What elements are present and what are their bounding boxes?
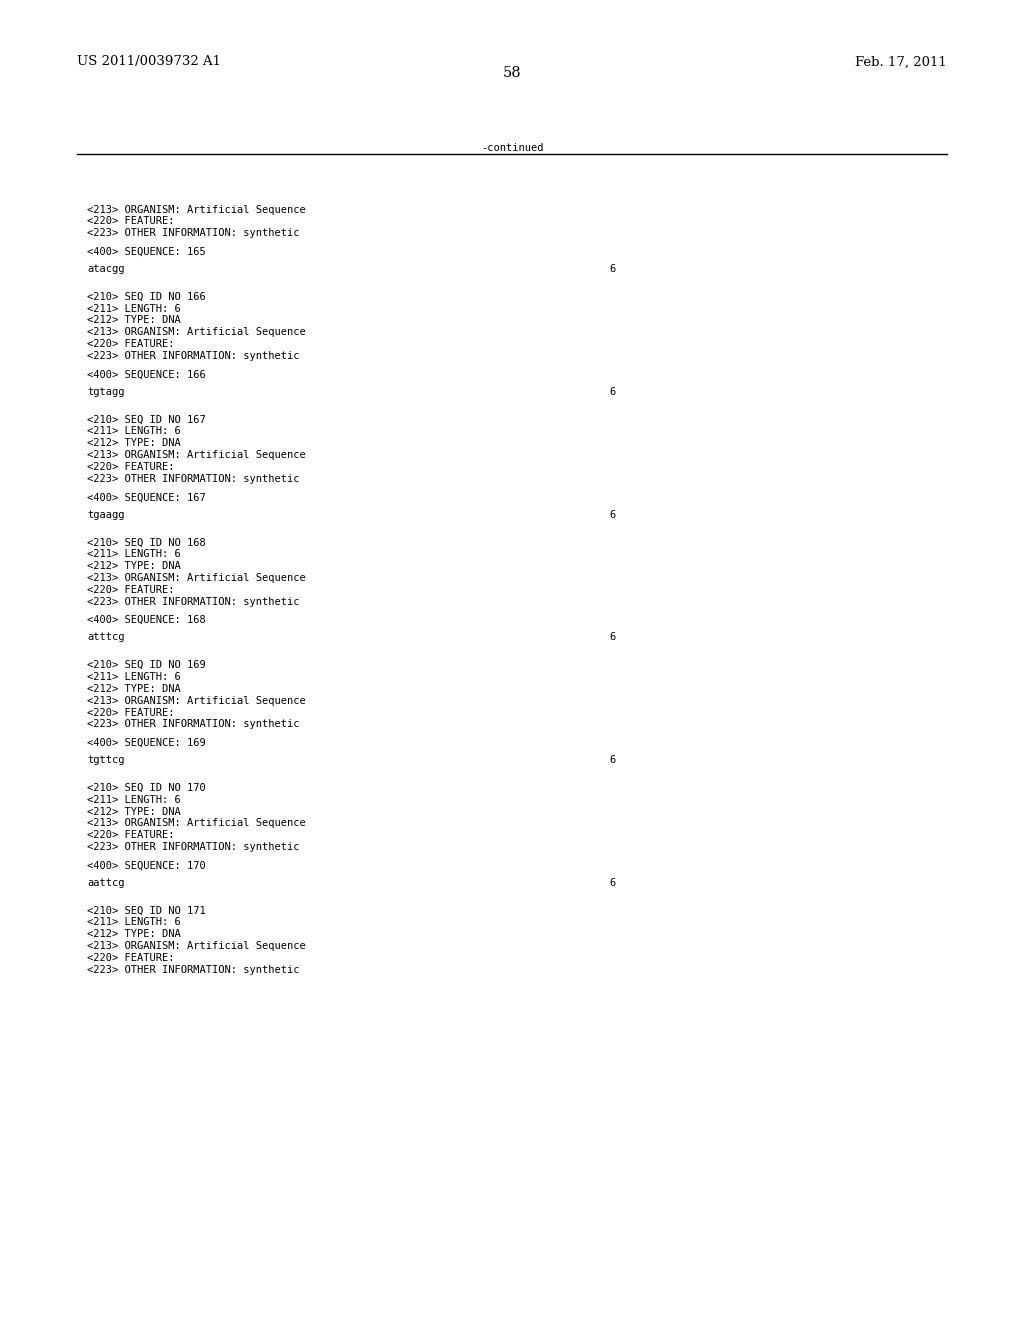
Text: 6: 6	[609, 264, 615, 275]
Text: <212> TYPE: DNA: <212> TYPE: DNA	[87, 929, 181, 940]
Text: <213> ORGANISM: Artificial Sequence: <213> ORGANISM: Artificial Sequence	[87, 818, 306, 829]
Text: tgaagg: tgaagg	[87, 510, 125, 520]
Text: <211> LENGTH: 6: <211> LENGTH: 6	[87, 549, 181, 560]
Text: <400> SEQUENCE: 168: <400> SEQUENCE: 168	[87, 615, 206, 626]
Text: 6: 6	[609, 755, 615, 766]
Text: <210> SEQ ID NO 167: <210> SEQ ID NO 167	[87, 414, 206, 425]
Text: US 2011/0039732 A1: US 2011/0039732 A1	[77, 55, 221, 69]
Text: <213> ORGANISM: Artificial Sequence: <213> ORGANISM: Artificial Sequence	[87, 573, 306, 583]
Text: <220> FEATURE:: <220> FEATURE:	[87, 830, 174, 841]
Text: <220> FEATURE:: <220> FEATURE:	[87, 216, 174, 227]
Text: tgttcg: tgttcg	[87, 755, 125, 766]
Text: atacgg: atacgg	[87, 264, 125, 275]
Text: <210> SEQ ID NO 168: <210> SEQ ID NO 168	[87, 537, 206, 548]
Text: <212> TYPE: DNA: <212> TYPE: DNA	[87, 561, 181, 572]
Text: <213> ORGANISM: Artificial Sequence: <213> ORGANISM: Artificial Sequence	[87, 941, 306, 952]
Text: <210> SEQ ID NO 169: <210> SEQ ID NO 169	[87, 660, 206, 671]
Text: <220> FEATURE:: <220> FEATURE:	[87, 953, 174, 964]
Text: 6: 6	[609, 510, 615, 520]
Text: 6: 6	[609, 878, 615, 888]
Text: <220> FEATURE:: <220> FEATURE:	[87, 585, 174, 595]
Text: <210> SEQ ID NO 171: <210> SEQ ID NO 171	[87, 906, 206, 916]
Text: <211> LENGTH: 6: <211> LENGTH: 6	[87, 917, 181, 928]
Text: <213> ORGANISM: Artificial Sequence: <213> ORGANISM: Artificial Sequence	[87, 450, 306, 461]
Text: 58: 58	[503, 66, 521, 81]
Text: <212> TYPE: DNA: <212> TYPE: DNA	[87, 684, 181, 694]
Text: <211> LENGTH: 6: <211> LENGTH: 6	[87, 672, 181, 682]
Text: <220> FEATURE:: <220> FEATURE:	[87, 462, 174, 473]
Text: -continued: -continued	[480, 143, 544, 153]
Text: <210> SEQ ID NO 170: <210> SEQ ID NO 170	[87, 783, 206, 793]
Text: <223> OTHER INFORMATION: synthetic: <223> OTHER INFORMATION: synthetic	[87, 474, 300, 484]
Text: <220> FEATURE:: <220> FEATURE:	[87, 339, 174, 350]
Text: <213> ORGANISM: Artificial Sequence: <213> ORGANISM: Artificial Sequence	[87, 205, 306, 215]
Text: <400> SEQUENCE: 166: <400> SEQUENCE: 166	[87, 370, 206, 380]
Text: <223> OTHER INFORMATION: synthetic: <223> OTHER INFORMATION: synthetic	[87, 228, 300, 239]
Text: <400> SEQUENCE: 169: <400> SEQUENCE: 169	[87, 738, 206, 748]
Text: tgtagg: tgtagg	[87, 387, 125, 397]
Text: <213> ORGANISM: Artificial Sequence: <213> ORGANISM: Artificial Sequence	[87, 696, 306, 706]
Text: <213> ORGANISM: Artificial Sequence: <213> ORGANISM: Artificial Sequence	[87, 327, 306, 338]
Text: 6: 6	[609, 632, 615, 643]
Text: Feb. 17, 2011: Feb. 17, 2011	[855, 55, 947, 69]
Text: <223> OTHER INFORMATION: synthetic: <223> OTHER INFORMATION: synthetic	[87, 719, 300, 730]
Text: aattcg: aattcg	[87, 878, 125, 888]
Text: <223> OTHER INFORMATION: synthetic: <223> OTHER INFORMATION: synthetic	[87, 597, 300, 607]
Text: <400> SEQUENCE: 167: <400> SEQUENCE: 167	[87, 492, 206, 503]
Text: <211> LENGTH: 6: <211> LENGTH: 6	[87, 426, 181, 437]
Text: <223> OTHER INFORMATION: synthetic: <223> OTHER INFORMATION: synthetic	[87, 965, 300, 975]
Text: <212> TYPE: DNA: <212> TYPE: DNA	[87, 315, 181, 326]
Text: <223> OTHER INFORMATION: synthetic: <223> OTHER INFORMATION: synthetic	[87, 842, 300, 853]
Text: 6: 6	[609, 387, 615, 397]
Text: atttcg: atttcg	[87, 632, 125, 643]
Text: <400> SEQUENCE: 165: <400> SEQUENCE: 165	[87, 247, 206, 257]
Text: <211> LENGTH: 6: <211> LENGTH: 6	[87, 795, 181, 805]
Text: <212> TYPE: DNA: <212> TYPE: DNA	[87, 807, 181, 817]
Text: <400> SEQUENCE: 170: <400> SEQUENCE: 170	[87, 861, 206, 871]
Text: <212> TYPE: DNA: <212> TYPE: DNA	[87, 438, 181, 449]
Text: <220> FEATURE:: <220> FEATURE:	[87, 708, 174, 718]
Text: <211> LENGTH: 6: <211> LENGTH: 6	[87, 304, 181, 314]
Text: <210> SEQ ID NO 166: <210> SEQ ID NO 166	[87, 292, 206, 302]
Text: <223> OTHER INFORMATION: synthetic: <223> OTHER INFORMATION: synthetic	[87, 351, 300, 362]
